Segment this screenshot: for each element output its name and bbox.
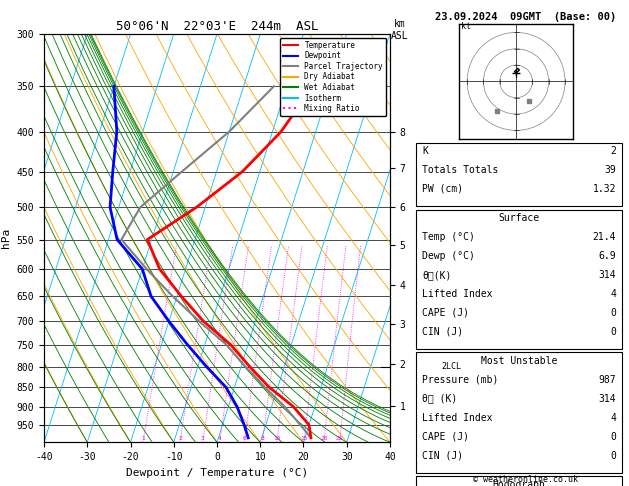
Text: 314: 314 (599, 394, 616, 403)
Text: Dewp (°C): Dewp (°C) (422, 251, 475, 261)
Text: 25: 25 (336, 436, 343, 441)
Text: Temp (°C): Temp (°C) (422, 232, 475, 242)
Text: 23.09.2024  09GMT  (Base: 00): 23.09.2024 09GMT (Base: 00) (435, 12, 616, 22)
Text: 987: 987 (599, 375, 616, 384)
Text: Lifted Index: Lifted Index (422, 413, 493, 423)
Text: CAPE (J): CAPE (J) (422, 432, 469, 442)
Text: Surface: Surface (499, 213, 540, 223)
Text: Totals Totals: Totals Totals (422, 165, 499, 175)
Text: 20: 20 (320, 436, 328, 441)
Text: 2LCL: 2LCL (442, 362, 462, 371)
Text: kt: kt (460, 22, 470, 31)
Text: 314: 314 (599, 270, 616, 280)
Text: CAPE (J): CAPE (J) (422, 308, 469, 318)
Text: 6.9: 6.9 (599, 251, 616, 261)
Text: 0: 0 (610, 327, 616, 337)
Text: 21.4: 21.4 (593, 232, 616, 242)
Text: Pressure (mb): Pressure (mb) (422, 375, 499, 384)
Text: © weatheronline.co.uk: © weatheronline.co.uk (473, 474, 577, 484)
Title: 50°06'N  22°03'E  244m  ASL: 50°06'N 22°03'E 244m ASL (116, 20, 318, 33)
Text: 1.32: 1.32 (593, 184, 616, 194)
Text: 4: 4 (218, 436, 221, 441)
Text: 6: 6 (242, 436, 246, 441)
Y-axis label: hPa: hPa (1, 228, 11, 248)
Text: PW (cm): PW (cm) (422, 184, 464, 194)
Text: 3: 3 (201, 436, 204, 441)
Text: Lifted Index: Lifted Index (422, 289, 493, 299)
Text: θᴄ (K): θᴄ (K) (422, 394, 457, 403)
Legend: Temperature, Dewpoint, Parcel Trajectory, Dry Adiabat, Wet Adiabat, Isotherm, Mi: Temperature, Dewpoint, Parcel Trajectory… (280, 38, 386, 116)
Text: 0: 0 (610, 308, 616, 318)
Text: θᴄ(K): θᴄ(K) (422, 270, 452, 280)
Text: CIN (J): CIN (J) (422, 451, 464, 461)
Text: 15: 15 (300, 436, 308, 441)
Text: km
ASL: km ASL (391, 19, 408, 41)
Text: 4: 4 (610, 413, 616, 423)
Text: 2: 2 (178, 436, 182, 441)
Text: K: K (422, 146, 428, 156)
Text: CIN (J): CIN (J) (422, 327, 464, 337)
Text: 1: 1 (141, 436, 145, 441)
Text: Hodograph: Hodograph (493, 480, 546, 486)
X-axis label: Dewpoint / Temperature (°C): Dewpoint / Temperature (°C) (126, 468, 308, 478)
Text: 8: 8 (260, 436, 264, 441)
Text: 39: 39 (604, 165, 616, 175)
Text: 0: 0 (610, 432, 616, 442)
Text: 4: 4 (610, 289, 616, 299)
Text: Most Unstable: Most Unstable (481, 356, 557, 365)
Text: 2: 2 (610, 146, 616, 156)
Text: 0: 0 (610, 451, 616, 461)
Text: 10: 10 (273, 436, 281, 441)
